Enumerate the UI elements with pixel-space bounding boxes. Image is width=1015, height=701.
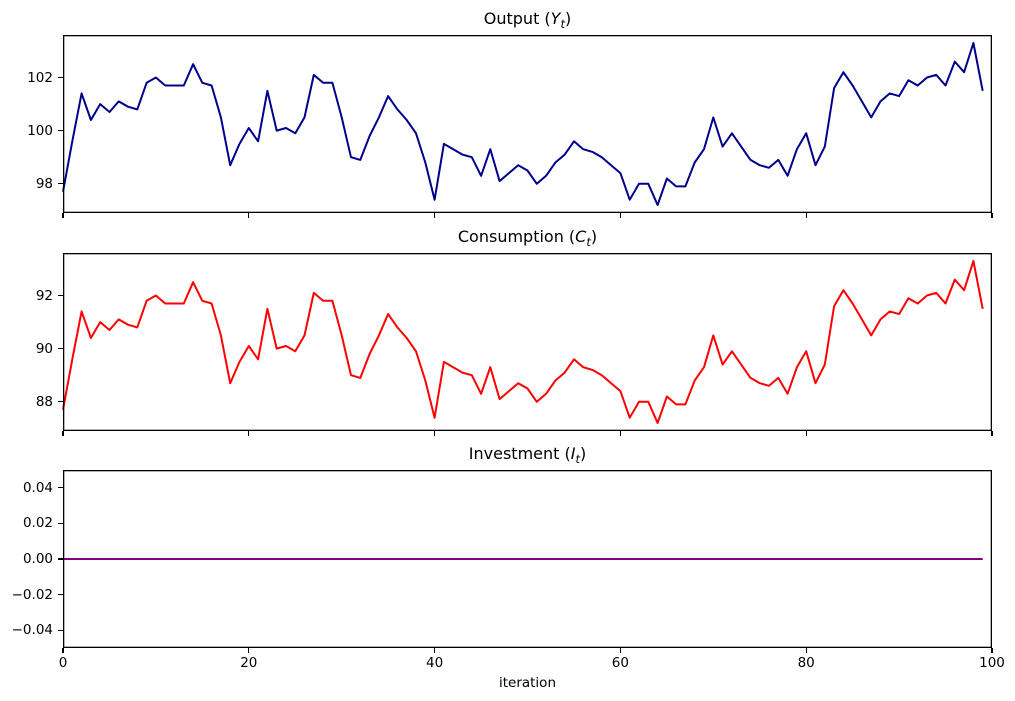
title-text: Investment ( [468,444,571,463]
y-tick-label: 88 [35,393,53,410]
x-tick-mark [62,213,64,218]
x-tick-mark [619,648,622,653]
x-tick-label: 40 [426,655,444,671]
title-text: Output ( [483,9,551,28]
x-axis-label: iteration [498,675,557,691]
title-text-close: ) [590,227,598,246]
consumption-chart-title: Consumption (Ct) [63,226,992,253]
y-tick-mark [58,401,63,403]
title-text-close: ) [579,444,587,463]
axes-spines [62,252,993,431]
x-tick-label: 20 [240,655,258,671]
y-tick-mark [58,76,63,79]
y-tick-label: 0.04 [22,479,53,496]
y-tick-mark [58,347,63,350]
x-tick-mark [805,213,807,218]
y-tick-label: 90 [35,340,53,357]
investment-plot: 0.04 0.02 0.00 −0.02 −0.04 0 20 40 60 80 100 [12,469,1005,671]
x-tick-mark [991,431,993,436]
y-tick-label: 92 [35,287,53,304]
x-tick-mark [991,648,993,653]
title-variable: C [575,227,587,246]
y-tick-label: 102 [27,69,53,86]
x-tick-mark [433,431,436,436]
title-variable: Y [550,9,561,28]
y-tick-mark [58,183,63,185]
x-tick-mark [248,648,250,653]
investment-chart-title: Investment (It) [63,443,992,470]
axes-spines [62,469,993,648]
x-tick-mark [805,648,807,653]
x-tick-mark [433,648,436,653]
x-tick-mark [619,431,622,436]
x-tick-mark [248,213,250,218]
x-tick-mark [62,648,64,653]
title-subscript: t [560,17,565,32]
x-tick-mark [248,431,250,436]
y-tick-label: 0.00 [22,551,53,567]
axes-spines [62,34,993,213]
x-tick-mark [991,213,993,218]
plot-canvas [62,252,993,431]
y-tick-label: −0.04 [11,622,53,639]
title-text-close: ) [564,9,572,28]
x-tick-label: 80 [797,655,815,671]
output-plot: 98 100 102 [27,34,993,218]
x-tick-mark [62,431,64,436]
y-tick-label: 98 [35,175,53,192]
y-tick-label: −0.02 [11,586,53,603]
y-tick-mark [58,558,63,560]
y-tick-mark [58,629,63,631]
x-tick-label: 0 [58,655,68,671]
y-tick-label: 100 [27,122,53,139]
x-tick-mark [433,213,436,218]
title-text: Consumption ( [457,227,576,246]
consumption-plot: 88 90 92 [36,252,993,436]
x-tick-mark [805,431,807,436]
y-tick-label: 0.02 [22,515,53,532]
x-tick-label: 100 [979,655,1005,671]
y-tick-mark [58,294,63,297]
y-tick-mark [58,522,63,525]
y-tick-mark [58,593,63,596]
title-subscript: t [575,452,580,467]
y-tick-mark [58,487,63,489]
x-tick-label: 60 [611,655,629,671]
plot-canvas [62,34,993,213]
y-tick-mark [58,129,63,132]
title-subscript: t [586,235,591,250]
x-tick-mark [619,213,622,218]
output-chart-title: Output (Yt) [63,8,992,35]
title-variable: I [570,444,576,463]
line-series [62,42,984,206]
line-series [62,260,984,424]
plot-canvas [62,469,993,648]
